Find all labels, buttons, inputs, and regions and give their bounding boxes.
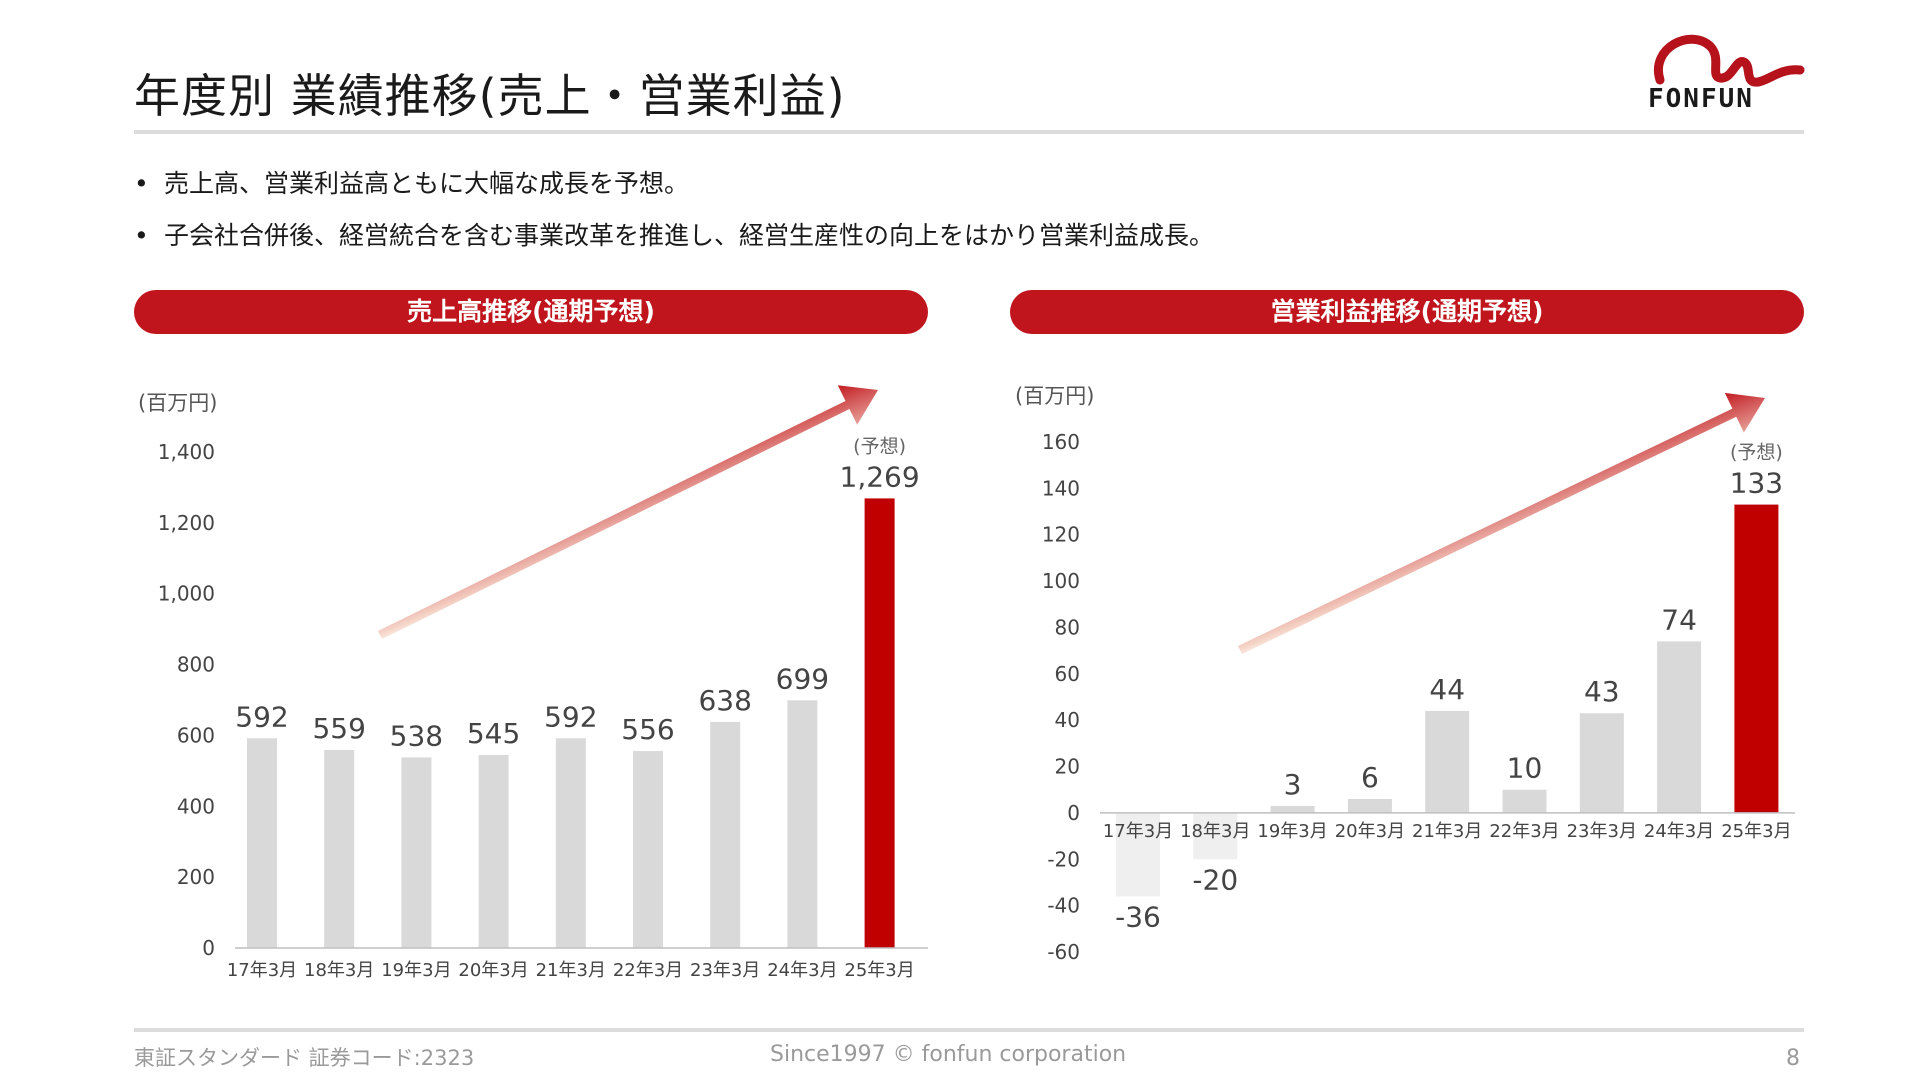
- y-tick-label: 120: [1042, 523, 1080, 547]
- y-tick-label: 400: [177, 794, 215, 818]
- stock-code-text: 東証スタンダード 証券コード:2323: [134, 1046, 475, 1070]
- y-tick-label: 40: [1055, 708, 1080, 732]
- data-label: 133: [1730, 467, 1783, 500]
- data-label: 699: [776, 662, 829, 695]
- x-tick-label: 17年3月: [1103, 821, 1173, 842]
- trend-arrow-icon: [378, 385, 878, 640]
- data-label: 43: [1584, 675, 1620, 708]
- bar: [864, 498, 895, 948]
- bar: [324, 749, 355, 948]
- y-tick-label: 60: [1055, 662, 1080, 686]
- y-tick-label: 0: [202, 936, 215, 960]
- x-tick-label: 18年3月: [1180, 821, 1250, 842]
- data-label: 559: [312, 712, 365, 745]
- y-tick-label: 1,200: [158, 511, 215, 535]
- x-tick-label: 20年3月: [458, 960, 528, 981]
- y-tick-label: 800: [177, 653, 215, 677]
- y-tick-label: 140: [1042, 476, 1080, 500]
- y-tick-label: 1,400: [158, 440, 215, 464]
- bar: [1657, 641, 1702, 813]
- data-label: 592: [235, 700, 288, 733]
- x-tick-label: 23年3月: [690, 960, 760, 981]
- y-tick-label: -60: [1047, 940, 1080, 964]
- data-label: 556: [621, 713, 674, 746]
- y-tick-label: 160: [1042, 430, 1080, 454]
- y-unit-label: (百万円): [1015, 384, 1094, 408]
- data-label: 44: [1429, 673, 1465, 706]
- y-tick-label: -20: [1047, 847, 1080, 871]
- data-label: -36: [1115, 900, 1161, 933]
- x-tick-label: 21年3月: [536, 960, 606, 981]
- y-tick-label: -40: [1047, 894, 1080, 918]
- y-tick-label: 1,000: [158, 582, 215, 606]
- x-tick-label: 20年3月: [1335, 821, 1405, 842]
- data-label: 592: [544, 700, 597, 733]
- bar: [247, 738, 277, 948]
- profit-chart-title: 営業利益推移(通期予想): [1010, 290, 1804, 334]
- bullet-list: • 売上高、営業利益高ともに大幅な成長を予想。 • 子会社合併後、経営統合を含む事業…: [134, 158, 1214, 262]
- x-tick-label: 25年3月: [844, 960, 914, 981]
- y-tick-label: 600: [177, 723, 215, 747]
- bullet-text: 子会社合併後、経営統合を含む事業改革を推進し、経営生産性の向上をはかり営業利益成…: [164, 221, 1215, 250]
- bar: [1579, 713, 1624, 813]
- x-tick-label: 22年3月: [1489, 821, 1559, 842]
- bar: [1734, 504, 1779, 813]
- y-tick-label: 200: [177, 865, 215, 889]
- bullet-item: • 売上高、営業利益高ともに大幅な成長を予想。: [134, 158, 1214, 210]
- bullet-text: 売上高、営業利益高ともに大幅な成長を予想。: [164, 169, 690, 198]
- x-tick-label: 25年3月: [1721, 821, 1791, 842]
- footer-divider: [134, 1028, 1804, 1032]
- data-label: 10: [1507, 752, 1543, 785]
- logo-wordmark: FONFUN: [1648, 84, 1754, 114]
- bullet-dot-icon: •: [134, 169, 149, 198]
- data-label: 74: [1661, 603, 1697, 636]
- x-tick-label: 21年3月: [1412, 821, 1482, 842]
- data-label: 3: [1284, 768, 1302, 801]
- sales-chart-title: 売上高推移(通期予想): [134, 290, 928, 334]
- y-tick-label: 20: [1055, 755, 1080, 779]
- y-tick-label: 0: [1067, 801, 1080, 825]
- y-tick-label: 100: [1042, 569, 1080, 593]
- bar: [1116, 812, 1160, 897]
- forecast-label: (予想): [853, 435, 906, 457]
- y-unit-label: (百万円): [138, 391, 217, 415]
- fonfun-swirl-logo-icon: [1653, 34, 1805, 87]
- data-label: 1,269: [840, 460, 920, 493]
- page-number: 8: [1786, 1046, 1800, 1071]
- bar: [787, 700, 818, 948]
- data-label: 545: [467, 717, 520, 750]
- x-tick-label: 18年3月: [304, 960, 374, 981]
- bar: [1425, 710, 1470, 813]
- x-tick-label: 24年3月: [1644, 821, 1714, 842]
- bullet-item: • 子会社合併後、経営統合を含む事業改革を推進し、経営生産性の向上をはかり営業利益…: [134, 210, 1214, 262]
- bar: [1270, 805, 1315, 813]
- trend-arrow-icon: [1238, 392, 1766, 655]
- y-tick-label: 80: [1055, 615, 1080, 639]
- bar: [710, 721, 741, 948]
- x-tick-label: 23年3月: [1567, 821, 1637, 842]
- bar: [633, 751, 663, 948]
- title-divider: [134, 130, 1804, 134]
- bullet-dot-icon: •: [134, 221, 149, 250]
- forecast-label: (予想): [1730, 442, 1783, 464]
- bar: [1193, 812, 1238, 860]
- bar: [478, 754, 509, 948]
- bar: [401, 757, 432, 948]
- trend-arrow-shape: [1238, 392, 1766, 655]
- data-label: 538: [390, 719, 443, 752]
- page-title: 年度別 業績推移(売上・営業利益): [134, 69, 846, 123]
- x-tick-label: 22年3月: [613, 960, 683, 981]
- bar: [1502, 789, 1547, 813]
- copyright-text: Since1997 © fonfun corporation: [770, 1042, 1127, 1067]
- data-label: 638: [698, 684, 751, 717]
- bar: [1347, 799, 1392, 813]
- trend-arrow-shape: [378, 385, 878, 640]
- bar: [555, 738, 586, 948]
- x-tick-label: 19年3月: [381, 960, 451, 981]
- x-tick-label: 17年3月: [227, 960, 297, 981]
- x-tick-label: 19年3月: [1257, 821, 1327, 842]
- data-label: 6: [1361, 761, 1379, 794]
- data-label: -20: [1192, 863, 1238, 896]
- x-tick-label: 24年3月: [767, 960, 837, 981]
